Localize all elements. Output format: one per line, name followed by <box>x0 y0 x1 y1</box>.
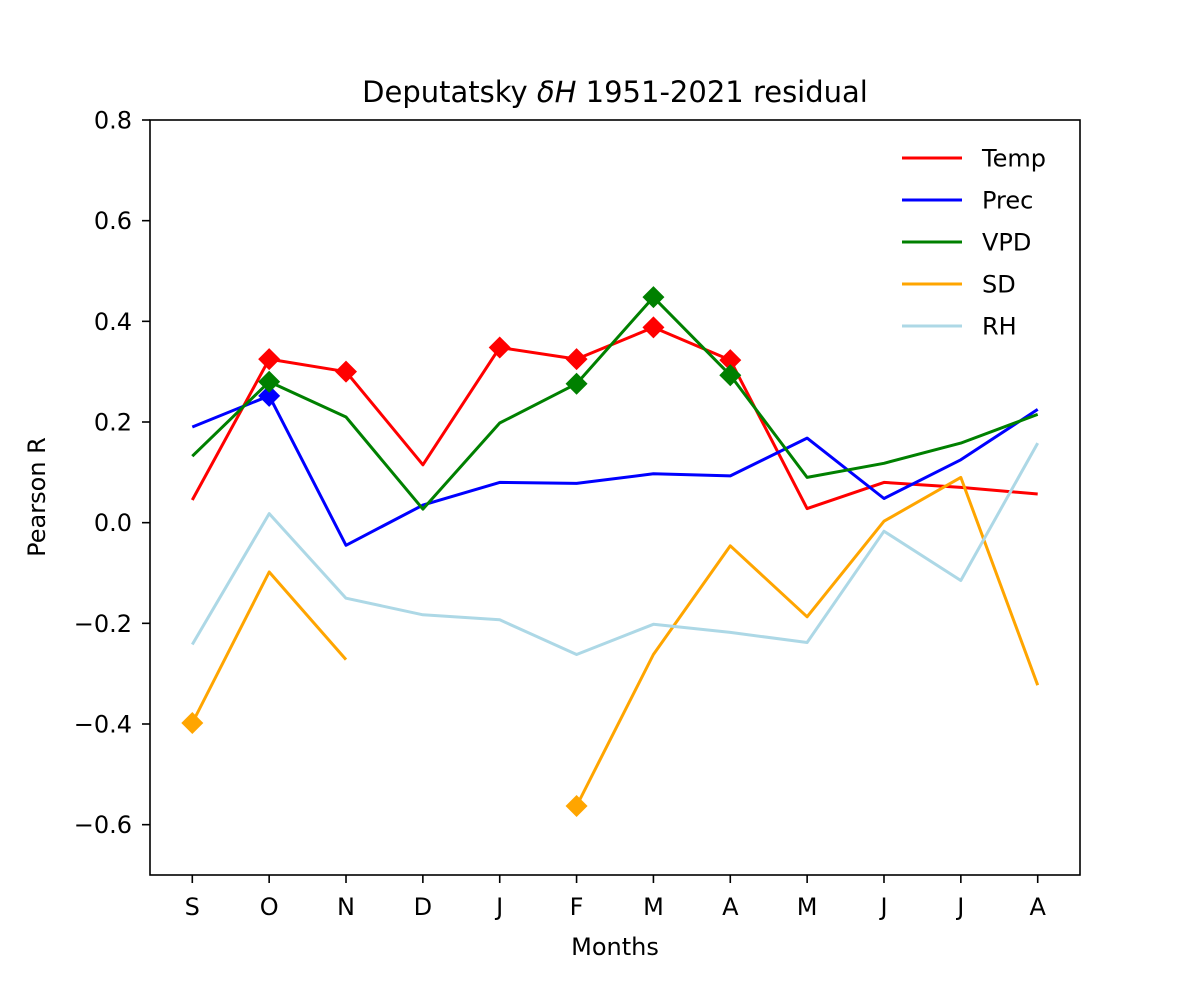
chart-title: Deputatsky δH 1951-2021 residual <box>362 75 868 109</box>
x-tick-label: J <box>494 893 503 921</box>
significance-marker <box>565 348 588 371</box>
series-line <box>191 394 1039 547</box>
legend-label: VPD <box>982 229 1031 257</box>
series-line <box>575 475 1040 807</box>
x-tick-label: F <box>570 893 584 921</box>
significance-marker <box>258 384 281 407</box>
x-tick-label: O <box>260 893 279 921</box>
significance-marker <box>258 370 281 393</box>
significance-marker <box>258 348 281 371</box>
significance-marker <box>565 795 588 818</box>
x-tick-label: D <box>414 893 432 921</box>
significance-marker <box>565 372 588 395</box>
y-axis: −0.6 −0.4 −0.2 0.0 0.2 0.4 0.6 0.8 <box>74 107 150 839</box>
y-tick-label: −0.4 <box>74 711 132 739</box>
y-axis-label: Pearson R <box>23 437 51 557</box>
x-tick-label: A <box>722 893 739 921</box>
x-tick-label: N <box>337 893 355 921</box>
y-tick-label: 0.0 <box>94 509 132 537</box>
legend-label: SD <box>982 271 1016 299</box>
x-tick-label: J <box>878 893 887 921</box>
significance-marker <box>719 349 742 372</box>
legend-label: Temp <box>981 145 1046 173</box>
x-tick-label: A <box>1029 893 1046 921</box>
significance-marker <box>488 336 511 359</box>
y-tick-label: 0.6 <box>94 207 132 235</box>
x-tick-label: M <box>643 893 664 921</box>
series-vpd <box>191 286 1039 511</box>
significance-marker <box>642 286 665 309</box>
series-rh <box>191 442 1040 656</box>
plot-area <box>181 286 1040 818</box>
x-tick-label: J <box>955 893 964 921</box>
significance-marker <box>335 360 358 383</box>
series-temp <box>190 316 1038 511</box>
y-tick-label: −0.2 <box>74 610 132 638</box>
plot-frame <box>149 119 1081 876</box>
legend: Temp Prec VPD SD RH <box>902 145 1046 341</box>
x-axis-label: Months <box>571 933 659 961</box>
series-line <box>191 295 1039 511</box>
series-line <box>190 325 1038 511</box>
y-tick-label: 0.2 <box>94 409 132 437</box>
x-tick-label: S <box>185 893 200 921</box>
legend-label: Prec <box>982 187 1033 215</box>
y-tick-label: −0.6 <box>74 811 132 839</box>
y-tick-label: 0.8 <box>94 107 132 135</box>
series-prec <box>191 384 1039 547</box>
significance-marker <box>719 364 742 387</box>
series-line <box>190 570 348 724</box>
y-tick-label: 0.4 <box>94 308 132 336</box>
x-tick-label: M <box>797 893 818 921</box>
significance-marker <box>642 316 665 339</box>
series-sd <box>181 475 1040 818</box>
legend-label: RH <box>982 313 1017 341</box>
significance-marker <box>181 711 204 734</box>
series-line <box>191 442 1040 656</box>
